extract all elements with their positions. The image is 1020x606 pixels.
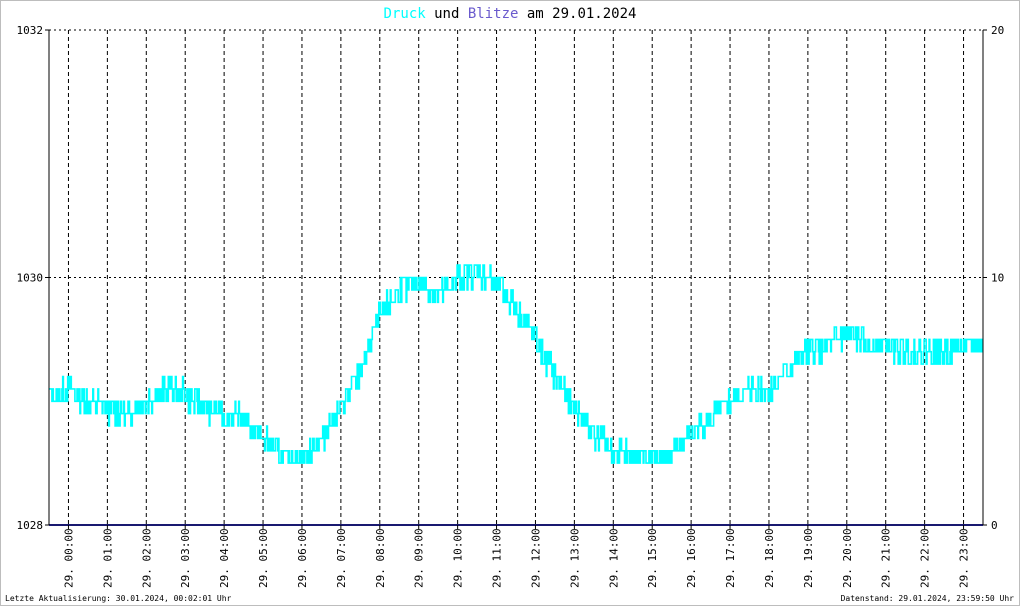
x-tick-label: 29. 14:00 [607,528,620,588]
title-druck: Druck [384,6,427,22]
y-axis-left-labels: 1028 1030 1032 [17,24,49,532]
x-tick-label: 29. 13:00 [568,528,581,588]
x-tick-label: 29. 02:00 [140,528,153,588]
x-tick-label: 29. 00:00 [62,528,75,588]
y-right-tick-label: 10 [991,272,1004,285]
pressure-line [49,264,984,464]
x-tick-label: 29. 12:00 [529,528,542,588]
title-und: und [426,6,468,22]
x-tick-label: 29. 06:00 [296,528,309,588]
y-right-tick-label: 0 [991,519,998,532]
x-tick-label: 29. 09:00 [413,528,426,588]
x-tick-label: 29. 10:00 [452,528,465,588]
y-right-tick-label: 20 [991,24,1004,37]
title-blitze: Blitze [468,6,519,22]
x-tick-label: 29. 19:00 [802,528,815,588]
grid [49,29,983,525]
x-tick-label: 29. 03:00 [179,528,192,588]
axes [48,30,984,529]
x-axis-labels: 29. 00:00 29. 01:00 29. 02:00 29. 03:00 29. … [62,528,970,588]
x-tick-label: 29. 07:00 [335,528,348,588]
x-tick-label: 29. 05:00 [257,528,270,588]
x-tick-label: 29. 01:00 [101,528,114,588]
footer-data-status: Datenstand: 29.01.2024, 23:59:50 Uhr [841,594,1015,603]
x-tick-label: 29. 20:00 [841,528,854,588]
x-tick-label: 29. 21:00 [880,528,893,588]
y-left-tick-label: 1032 [17,24,44,37]
title-date: am 29.01.2024 [518,6,636,22]
y-left-tick-label: 1030 [17,272,44,285]
x-tick-label: 29. 11:00 [491,528,504,588]
x-tick-label: 29. 16:00 [685,528,698,588]
y-left-tick-label: 1028 [17,519,44,532]
x-tick-label: 29. 23:00 [958,528,971,588]
x-tick-label: 29. 22:00 [919,528,932,588]
x-tick-label: 29. 08:00 [374,528,387,588]
chart-title: Druck und Blitze am 29.01.2024 [384,6,637,22]
y-axis-right-labels: 0 10 20 [983,24,1004,532]
x-tick-label: 29. 18:00 [763,528,776,588]
x-tick-label: 29. 17:00 [724,528,737,588]
series-layer [49,264,984,526]
footer-last-update: Letzte Aktualisierung: 30.01.2024, 00:02… [5,594,232,603]
x-tick-label: 29. 15:00 [646,528,659,588]
x-tick-label: 29. 04:00 [218,528,231,588]
